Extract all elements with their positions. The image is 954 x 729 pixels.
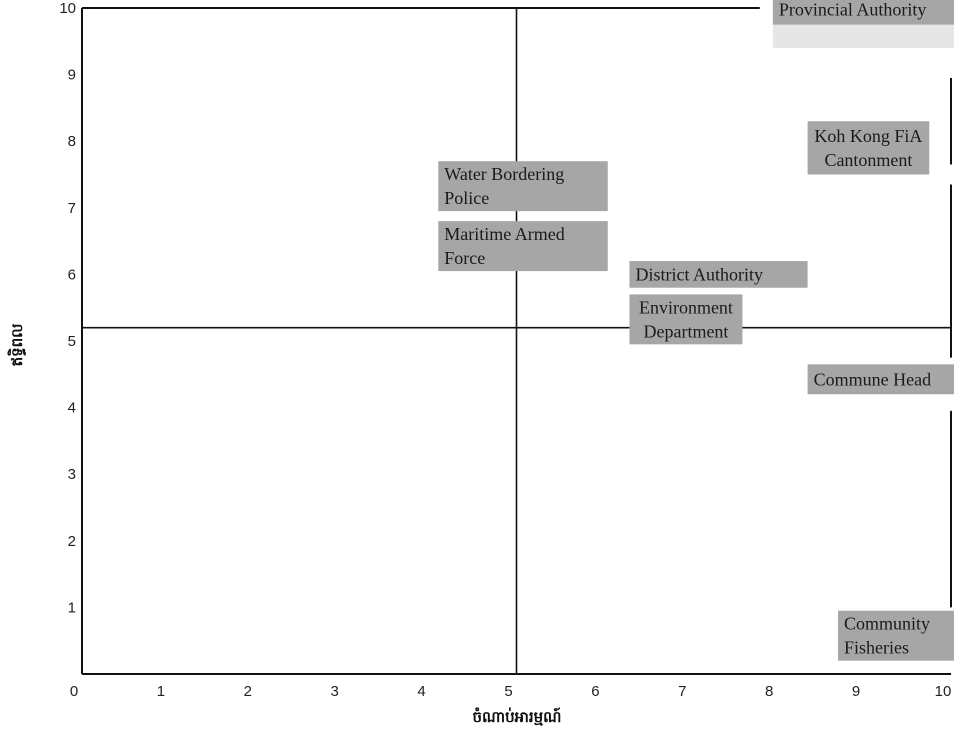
y-axis-title: ឥទ្ធិពល bbox=[7, 324, 26, 367]
stakeholder-box bbox=[772, 0, 954, 25]
y-tick-label: 5 bbox=[68, 333, 76, 350]
x-tick-label: 4 bbox=[417, 683, 425, 700]
stakeholder-item: Koh Kong FiA Cantonment bbox=[807, 121, 930, 175]
stakeholder-label: Water Bordering bbox=[444, 164, 564, 184]
x-tick-label: 3 bbox=[331, 683, 339, 700]
stakeholder-item: Commune Head bbox=[807, 364, 954, 395]
x-tick-label: 10 bbox=[935, 683, 952, 700]
stakeholder-item: Water Bordering Police bbox=[438, 161, 608, 212]
y-tick-label: 6 bbox=[68, 266, 76, 283]
stakeholder-label: Force bbox=[444, 248, 485, 268]
y-tick-label: 10 bbox=[59, 0, 76, 17]
x-tick-label: 1 bbox=[157, 683, 165, 700]
stakeholder-label: Maritime Armed bbox=[444, 224, 564, 244]
stakeholder-label: Cantonment bbox=[824, 150, 912, 170]
plot-frame bbox=[81, 7, 952, 675]
quadrant-lines bbox=[82, 8, 951, 674]
stakeholder-label: Department bbox=[643, 321, 728, 341]
stakeholder-box bbox=[629, 261, 808, 288]
stakeholder-label: Provincial Authority bbox=[779, 0, 927, 20]
x-tick-label: 7 bbox=[678, 683, 686, 700]
y-tick-label: 9 bbox=[68, 67, 76, 84]
stakeholder-label: Commune Head bbox=[814, 369, 931, 389]
stakeholder-item: Environment Department bbox=[629, 294, 743, 345]
x-tick-label: 8 bbox=[765, 683, 773, 700]
stakeholder-box bbox=[438, 161, 608, 212]
x-tick-label: 6 bbox=[591, 683, 599, 700]
y-tick-label: 3 bbox=[68, 466, 76, 483]
x-tick-label: 0 bbox=[70, 683, 78, 700]
stakeholder-boxes: Provincial Authority Koh Kong FiA Cantonme… bbox=[438, 0, 954, 661]
stakeholder-box bbox=[807, 364, 954, 395]
stakeholder-item: Provincial Authority bbox=[772, 0, 954, 48]
stakeholder-item: Maritime Armed Force bbox=[438, 221, 608, 272]
stakeholder-label: Community bbox=[844, 614, 930, 634]
y-tick-label: 8 bbox=[68, 133, 76, 150]
stakeholder-box bbox=[629, 294, 743, 345]
stakeholder-item: Community Fisheries bbox=[838, 610, 954, 661]
stakeholder-item: District Authority bbox=[629, 261, 808, 288]
x-tick-label: 2 bbox=[244, 683, 252, 700]
stakeholder-label: Fisheries bbox=[844, 638, 909, 658]
stakeholder-box bbox=[838, 610, 954, 661]
stakeholder-box-shade bbox=[772, 24, 954, 48]
stakeholder-box bbox=[438, 221, 608, 272]
x-tick-label: 9 bbox=[852, 683, 860, 700]
x-tick-label: 5 bbox=[504, 683, 512, 700]
stakeholder-label: District Authority bbox=[635, 264, 763, 284]
y-tick-label: 4 bbox=[68, 400, 76, 417]
y-tick-label: 7 bbox=[68, 200, 76, 217]
y-tick-label: 1 bbox=[68, 599, 76, 616]
stakeholder-box bbox=[807, 121, 930, 175]
y-tick-label: 2 bbox=[68, 533, 76, 550]
x-axis-title: ចំណាប់អារម្មណ៍ bbox=[473, 707, 562, 726]
tick-labels: 0 1 2 3 4 5 6 7 8 9 10 1 2 3 4 5 6 7 8 9 10 bbox=[59, 0, 951, 700]
stakeholder-label: Environment bbox=[639, 297, 733, 317]
stakeholder-label: Police bbox=[444, 188, 489, 208]
stakeholder-label: Koh Kong FiA bbox=[814, 126, 922, 146]
